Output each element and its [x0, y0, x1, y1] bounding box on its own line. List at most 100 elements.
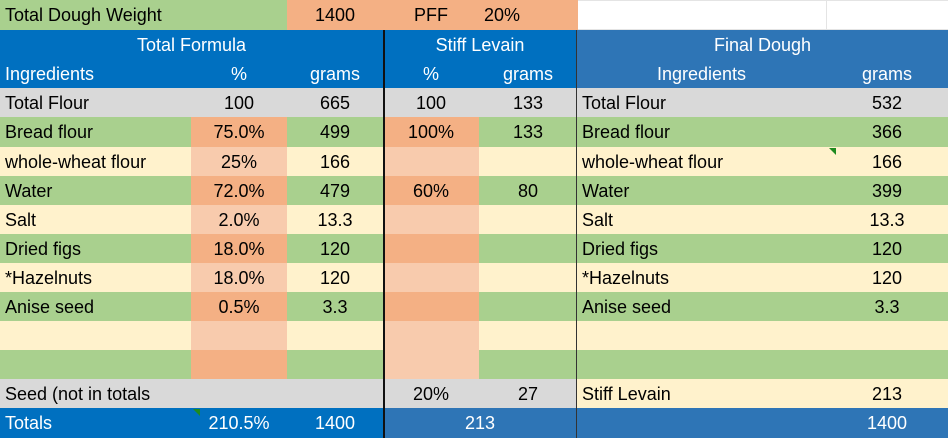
- final-ingredient-name[interactable]: whole-wheat flour: [577, 147, 826, 176]
- ingredient-name[interactable]: Salt: [0, 205, 191, 234]
- totals-grams[interactable]: 1400: [287, 408, 383, 438]
- levain-grams-cell[interactable]: [479, 292, 577, 321]
- grams-cell[interactable]: 166: [287, 147, 383, 176]
- percent-cell[interactable]: 75.0%: [191, 117, 287, 147]
- grams-cell[interactable]: [287, 321, 383, 350]
- percent-cell[interactable]: 18.0%: [191, 234, 287, 263]
- final-grams-cell[interactable]: 532: [826, 88, 948, 117]
- blank-cell[interactable]: [577, 408, 826, 438]
- levain-grams-cell[interactable]: [479, 205, 577, 234]
- levain-percent-cell[interactable]: [383, 263, 479, 292]
- levain-percent-cell[interactable]: 20%: [383, 379, 479, 408]
- grams-cell[interactable]: 120: [287, 234, 383, 263]
- levain-percent-cell[interactable]: [383, 292, 479, 321]
- final-grams-cell[interactable]: 13.3: [826, 205, 948, 234]
- final-ingredients-column-header[interactable]: Ingredients: [577, 59, 826, 88]
- final-ingredient-name[interactable]: Anise seed: [577, 292, 826, 321]
- levain-grams-cell[interactable]: [479, 321, 577, 350]
- grams-cell[interactable]: [287, 379, 383, 408]
- levain-percent-cell[interactable]: 100%: [383, 117, 479, 147]
- percent-cell[interactable]: 0.5%: [191, 292, 287, 321]
- total-formula-header[interactable]: Total Formula: [0, 30, 383, 59]
- grams-column-header[interactable]: grams: [287, 59, 383, 88]
- percent-cell[interactable]: 72.0%: [191, 176, 287, 205]
- final-ingredient-name[interactable]: Bread flour: [577, 117, 826, 147]
- percent-column-header[interactable]: %: [191, 59, 287, 88]
- levain-percent-column-header[interactable]: %: [383, 59, 479, 88]
- grams-cell[interactable]: 120: [287, 263, 383, 292]
- levain-grams-cell[interactable]: [479, 350, 577, 379]
- levain-percent-cell[interactable]: [383, 147, 479, 176]
- blank-cell[interactable]: [191, 0, 287, 30]
- ingredient-name[interactable]: *Hazelnuts: [0, 263, 191, 292]
- final-ingredient-name[interactable]: Water: [577, 176, 826, 205]
- levain-grams-cell[interactable]: 27: [479, 379, 577, 408]
- ingredient-name[interactable]: Dried figs: [0, 234, 191, 263]
- final-grams-cell[interactable]: [826, 321, 948, 350]
- final-ingredient-name[interactable]: Salt: [577, 205, 826, 234]
- levain-grams-cell[interactable]: 133: [479, 88, 577, 117]
- final-ingredient-name[interactable]: [577, 321, 826, 350]
- final-grams-cell[interactable]: 399: [826, 176, 948, 205]
- totals-levain-grams[interactable]: 213: [383, 408, 577, 438]
- stiff-levain-header[interactable]: Stiff Levain: [383, 30, 577, 59]
- levain-grams-cell[interactable]: 133: [479, 117, 577, 147]
- final-grams-cell[interactable]: 120: [826, 263, 948, 292]
- total-dough-weight-value[interactable]: 1400: [287, 0, 383, 30]
- final-ingredient-name[interactable]: *Hazelnuts: [577, 263, 826, 292]
- percent-cell[interactable]: 100: [191, 88, 287, 117]
- percent-cell[interactable]: 18.0%: [191, 263, 287, 292]
- levain-grams-cell[interactable]: [479, 234, 577, 263]
- ingredients-column-header[interactable]: Ingredients: [0, 59, 191, 88]
- total-dough-weight-label[interactable]: Total Dough Weight: [0, 0, 191, 30]
- percent-cell[interactable]: 25%: [191, 147, 287, 176]
- levain-percent-cell[interactable]: [383, 205, 479, 234]
- levain-grams-cell[interactable]: [479, 263, 577, 292]
- levain-percent-cell[interactable]: 60%: [383, 176, 479, 205]
- final-grams-column-header[interactable]: grams: [826, 59, 948, 88]
- ingredient-name[interactable]: Water: [0, 176, 191, 205]
- final-grams-cell[interactable]: 213: [826, 379, 948, 408]
- gridline: [578, 0, 948, 1]
- final-grams-cell[interactable]: 120: [826, 234, 948, 263]
- levain-percent-cell[interactable]: [383, 321, 479, 350]
- grams-cell[interactable]: 479: [287, 176, 383, 205]
- final-ingredient-name[interactable]: Stiff Levain: [577, 379, 826, 408]
- totals-percent[interactable]: 210.5%: [191, 408, 287, 438]
- final-grams-cell[interactable]: 166: [826, 147, 948, 176]
- levain-percent-cell[interactable]: [383, 234, 479, 263]
- levain-percent-cell[interactable]: 100: [383, 88, 479, 117]
- levain-grams-cell[interactable]: 80: [479, 176, 577, 205]
- levain-grams-cell[interactable]: [479, 147, 577, 176]
- percent-cell[interactable]: [191, 350, 287, 379]
- levain-grams-column-header[interactable]: grams: [479, 59, 577, 88]
- final-grams-cell[interactable]: 366: [826, 117, 948, 147]
- pff-label[interactable]: PFF: [383, 0, 479, 30]
- pff-value[interactable]: 20%: [479, 0, 578, 30]
- final-grams-cell[interactable]: 3.3: [826, 292, 948, 321]
- percent-cell[interactable]: [191, 321, 287, 350]
- final-ingredient-name[interactable]: Dried figs: [577, 234, 826, 263]
- grams-cell[interactable]: [287, 350, 383, 379]
- percent-cell[interactable]: [191, 379, 287, 408]
- percent-cell[interactable]: 2.0%: [191, 205, 287, 234]
- totals-label[interactable]: Totals: [0, 408, 191, 438]
- grams-cell[interactable]: 13.3: [287, 205, 383, 234]
- ingredient-name[interactable]: whole-wheat flour: [0, 147, 191, 176]
- grams-cell[interactable]: 665: [287, 88, 383, 117]
- totals-final-grams[interactable]: 1400: [826, 408, 948, 438]
- final-grams-cell[interactable]: [826, 350, 948, 379]
- ingredient-name[interactable]: [0, 350, 191, 379]
- ingredient-name[interactable]: Anise seed: [0, 292, 191, 321]
- section-divider: [383, 30, 385, 438]
- grams-cell[interactable]: 3.3: [287, 292, 383, 321]
- grams-cell[interactable]: 499: [287, 117, 383, 147]
- final-dough-header[interactable]: Final Dough: [577, 30, 948, 59]
- final-ingredient-name[interactable]: Total Flour: [577, 88, 826, 117]
- levain-percent-cell[interactable]: [383, 350, 479, 379]
- final-ingredient-name[interactable]: [577, 350, 826, 379]
- ingredient-name[interactable]: Seed (not in totals: [0, 379, 191, 408]
- ingredient-name[interactable]: [0, 321, 191, 350]
- ingredient-name[interactable]: Total Flour: [0, 88, 191, 117]
- ingredient-name[interactable]: Bread flour: [0, 117, 191, 147]
